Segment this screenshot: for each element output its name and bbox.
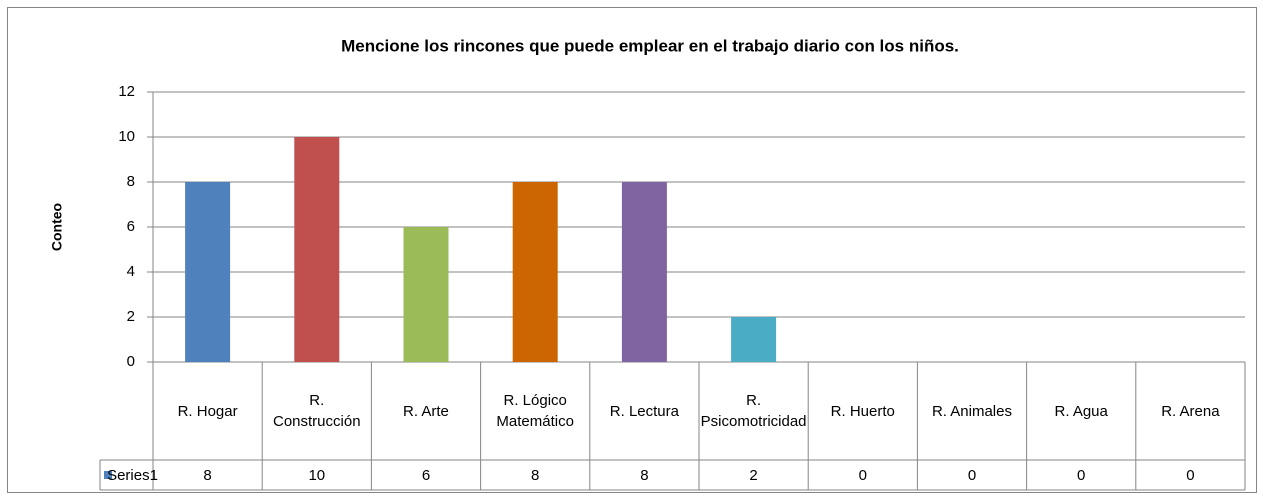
x-tick-label: R. Huerto [830,402,895,420]
y-axis-label: Conteo [49,203,65,251]
x-tick-label: R. Arena [1161,402,1220,420]
bar [403,227,449,362]
table-value: 8 [531,466,540,484]
y-tick-label: 10 [118,128,135,145]
table-value: 2 [749,466,758,484]
y-tick-label: 8 [127,173,135,190]
bar [512,182,558,362]
x-tick-label: R. Construcción [273,392,361,430]
table-value: 0 [858,466,867,484]
chart-title: Mencione los rincones que puede emplear … [341,36,959,55]
legend-key [104,471,112,479]
table-value: 10 [308,466,326,484]
x-tick-label: R. Arte [403,402,449,420]
x-tick-label: R. Animales [931,402,1012,420]
x-tick-label: R. Lectura [609,402,679,420]
x-tick-label: R. Agua [1054,402,1108,420]
y-tick-label: 6 [127,218,135,235]
bar [731,317,777,362]
table-value: 0 [1077,466,1086,484]
y-tick-label: 12 [118,83,135,100]
bar [621,182,667,362]
x-tick-label: R. Psicomotricidad [700,392,807,430]
bar [185,182,231,362]
table-value: 0 [1186,466,1195,484]
bar [294,137,340,362]
y-tick-label: 0 [127,353,135,370]
x-tick-label: R. Hogar [177,402,238,420]
y-tick-label: 2 [127,308,135,325]
x-tick-label: R. Lógico Matemático [496,392,574,430]
table-value: 0 [967,466,977,484]
table-value: 6 [421,466,431,484]
table-value: 8 [203,466,212,484]
y-tick-label: 4 [127,263,135,280]
legend-label: Series1 [107,466,158,484]
table-value: 8 [640,466,649,484]
